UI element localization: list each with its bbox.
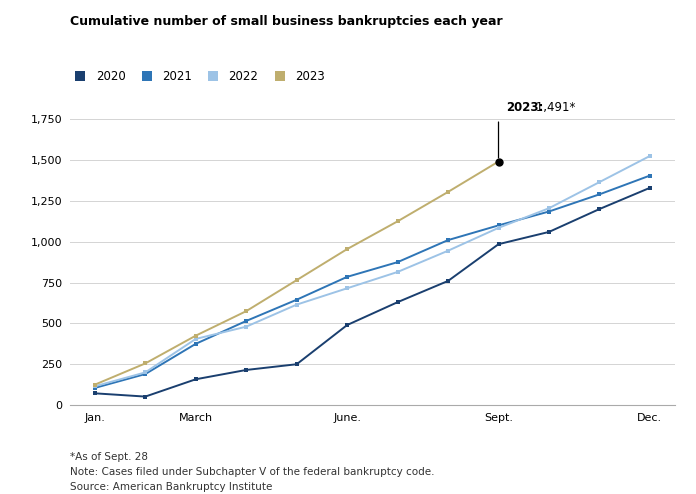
- Text: 2023:: 2023:: [506, 101, 544, 114]
- Text: Source: American Bankruptcy Institute: Source: American Bankruptcy Institute: [70, 482, 272, 492]
- Text: Cumulative number of small business bankruptcies each year: Cumulative number of small business bank…: [70, 15, 503, 28]
- Legend: 2020, 2021, 2022, 2023: 2020, 2021, 2022, 2023: [68, 70, 325, 83]
- Text: Note: Cases filed under Subchapter V of the federal bankruptcy code.: Note: Cases filed under Subchapter V of …: [70, 467, 434, 477]
- Text: *As of Sept. 28: *As of Sept. 28: [70, 452, 148, 462]
- Text: 1,491*: 1,491*: [532, 101, 576, 114]
